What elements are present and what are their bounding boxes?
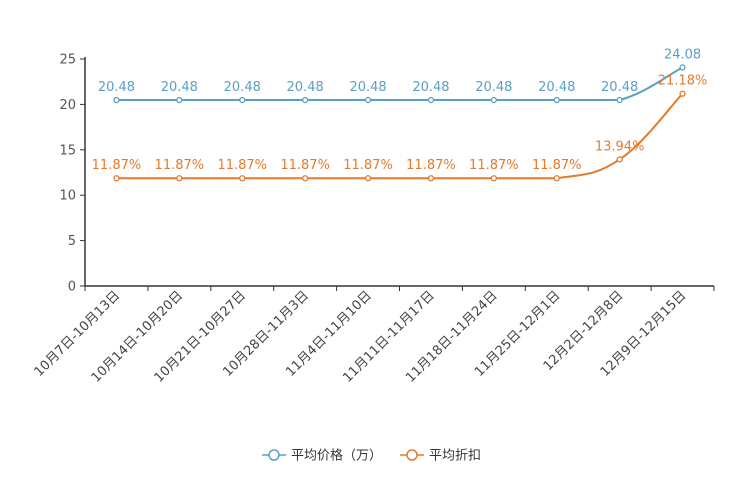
y-tick-label: 0 — [68, 280, 76, 295]
legend-item-avg-discount[interactable]: 平均折扣 — [400, 449, 481, 464]
data-point[interactable] — [301, 175, 309, 182]
data-label: 11.87% — [92, 158, 142, 173]
data-label: 11.87% — [343, 158, 393, 173]
legend-item-avg-price[interactable]: 平均价格（万） — [262, 448, 382, 464]
data-point[interactable] — [427, 175, 435, 182]
data-point[interactable] — [679, 64, 686, 71]
data-label: 11.87% — [532, 158, 582, 173]
data-label: 24.08 — [664, 47, 701, 62]
series-line-avg-price — [116, 66, 684, 102]
data-point[interactable] — [553, 96, 560, 104]
legend-marker-icon — [268, 449, 280, 461]
data-point[interactable] — [490, 175, 498, 182]
y-tick-label: 10 — [59, 189, 76, 204]
data-point[interactable] — [679, 90, 686, 97]
legend[interactable]: 平均价格（万） 平均折扣 — [262, 448, 481, 464]
data-label: 11.87% — [469, 158, 519, 173]
data-label: 20.48 — [601, 80, 638, 95]
legend-label: 平均折扣 — [429, 449, 481, 464]
data-label: 20.48 — [475, 80, 512, 95]
data-point[interactable] — [239, 96, 246, 104]
legend-marker-icon — [406, 449, 418, 461]
y-axis: 0 5 10 15 20 25 — [59, 53, 86, 295]
data-label: 20.48 — [224, 80, 261, 95]
y-tick-label: 20 — [59, 98, 76, 113]
data-point[interactable] — [113, 175, 120, 182]
data-point[interactable] — [616, 96, 623, 104]
data-labels: 20.48 20.48 20.48 20.48 20.48 20.48 20.48 20.48… — [92, 47, 708, 173]
data-label: 20.48 — [98, 80, 135, 95]
data-label: 20.48 — [161, 80, 198, 95]
data-point[interactable] — [427, 96, 435, 104]
y-tick-label: 25 — [59, 53, 76, 68]
data-point[interactable] — [176, 175, 183, 182]
y-tick-label: 5 — [68, 234, 76, 249]
data-point[interactable] — [301, 96, 309, 104]
data-point[interactable] — [113, 96, 120, 104]
data-point[interactable] — [364, 175, 372, 182]
data-point[interactable] — [176, 96, 183, 104]
x-axis: 10月7日-10月13日10月14日-10月20日10月21日-10月27日10… — [32, 285, 715, 386]
data-label: 20.48 — [412, 80, 449, 95]
series-line-avg-discount — [116, 92, 684, 180]
data-point[interactable] — [490, 96, 498, 104]
data-point[interactable] — [616, 156, 623, 163]
series-lines — [113, 64, 686, 182]
data-label: 13.94% — [595, 139, 645, 154]
data-point[interactable] — [364, 96, 372, 104]
legend-label: 平均价格（万） — [291, 448, 382, 464]
data-point[interactable] — [239, 175, 246, 182]
data-label: 11.87% — [280, 158, 330, 173]
data-label: 11.87% — [406, 158, 456, 173]
data-point[interactable] — [553, 175, 560, 182]
data-label: 20.48 — [538, 80, 575, 95]
data-label: 21.18% — [658, 74, 708, 89]
data-label: 20.48 — [349, 80, 386, 95]
data-label: 11.87% — [155, 158, 205, 173]
data-label: 20.48 — [287, 80, 324, 95]
y-tick-label: 15 — [59, 143, 76, 158]
data-label: 11.87% — [217, 158, 267, 173]
